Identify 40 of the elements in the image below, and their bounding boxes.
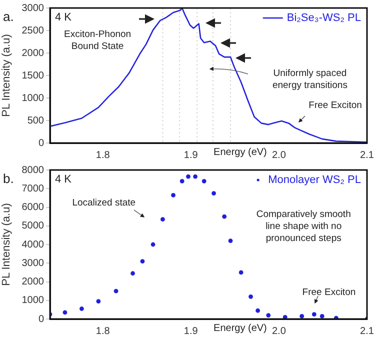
y-tick-label: 6000 bbox=[22, 202, 44, 213]
y-tick-label: 3000 bbox=[22, 2, 44, 14]
y-axis-title: PL Intensity (a.u) bbox=[0, 203, 13, 286]
annotation: Uniformly spaced energy transitions bbox=[272, 68, 348, 92]
annotation: Exciton-Phonon Bound State bbox=[64, 29, 132, 52]
y-tick-label: 2000 bbox=[22, 48, 44, 59]
x-tick-label: 2.1 bbox=[360, 326, 374, 337]
x-axis-title: Energy (eV) bbox=[214, 322, 267, 334]
y-tick-label: 7000 bbox=[22, 183, 44, 194]
x-axis-title: Energy (eV) bbox=[214, 146, 267, 158]
text: Monolayer WS₂ PL bbox=[268, 174, 362, 186]
y-axis-title: PL Intensity (a.u) bbox=[0, 34, 13, 117]
annotation: Localized state bbox=[72, 197, 136, 208]
y-tick-label: 1000 bbox=[22, 92, 44, 104]
y-tick-label: 1500 bbox=[22, 70, 44, 82]
legend-label: Bi₂Se₃-WS₂ PL bbox=[286, 12, 362, 24]
chart-title: b. bbox=[3, 171, 14, 186]
x-tick-label: 2.0 bbox=[272, 326, 286, 337]
x-tick-label: 2.0 bbox=[272, 150, 286, 161]
y-tick-label: 5000 bbox=[22, 220, 44, 232]
y-tick-label: 3000 bbox=[22, 258, 44, 269]
y-tick-label: 500 bbox=[27, 115, 44, 126]
chart-subtitle: 4 K bbox=[55, 12, 72, 24]
x-tick-label: 1.8 bbox=[96, 326, 110, 337]
chart-title: a. bbox=[3, 9, 14, 24]
y-tick-label: 2500 bbox=[22, 25, 44, 36]
y-tick-label: 0 bbox=[38, 138, 44, 149]
x-tick-label: 1.8 bbox=[96, 150, 110, 161]
chart-subtitle: 4 K bbox=[55, 174, 72, 186]
y-tick-label: 8000 bbox=[22, 164, 44, 176]
y-tick-label: 4000 bbox=[22, 239, 44, 250]
y-tick-label: 1000 bbox=[22, 295, 44, 306]
x-tick-label: 2.1 bbox=[360, 150, 374, 161]
y-tick-label: 0 bbox=[38, 314, 44, 325]
x-tick-label: 1.9 bbox=[184, 150, 198, 161]
annotation: Comparatively smooth line shape with no pronounced steps bbox=[256, 209, 351, 244]
y-tick-label: 2000 bbox=[22, 276, 44, 288]
annotation: Free Exciton bbox=[302, 286, 356, 298]
annotation: Free Exciton bbox=[308, 100, 362, 111]
x-tick-label: 1.9 bbox=[184, 326, 198, 337]
